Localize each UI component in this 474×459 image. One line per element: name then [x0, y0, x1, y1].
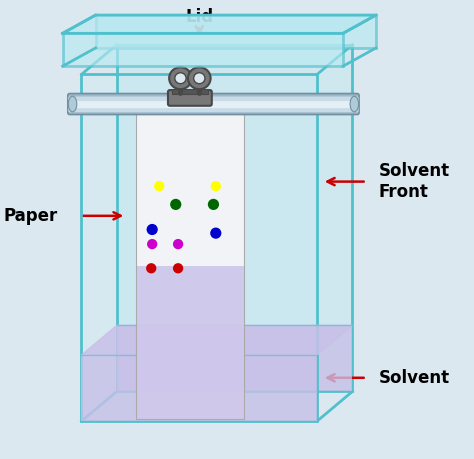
- FancyBboxPatch shape: [68, 96, 358, 112]
- Bar: [136, 266, 244, 419]
- Bar: [96, 15, 376, 48]
- Bar: [136, 104, 244, 419]
- Point: [148, 241, 156, 248]
- Point: [212, 183, 219, 190]
- Point: [212, 230, 219, 237]
- Bar: [172, 89, 208, 94]
- Bar: [136, 104, 244, 266]
- Polygon shape: [63, 15, 376, 34]
- Bar: [117, 45, 353, 392]
- Point: [174, 241, 182, 248]
- Point: [210, 201, 217, 208]
- Point: [172, 201, 180, 208]
- Ellipse shape: [68, 96, 77, 112]
- Bar: [117, 325, 353, 392]
- Bar: [82, 355, 317, 421]
- Text: Solvent: Solvent: [378, 369, 449, 387]
- Text: Lid: Lid: [185, 8, 213, 26]
- Bar: [82, 74, 317, 421]
- FancyBboxPatch shape: [73, 101, 354, 108]
- FancyBboxPatch shape: [168, 90, 212, 106]
- Text: Paper: Paper: [4, 207, 58, 225]
- Bar: [63, 34, 343, 66]
- Point: [155, 183, 163, 190]
- Polygon shape: [82, 325, 353, 355]
- Circle shape: [169, 67, 192, 89]
- Circle shape: [175, 73, 186, 84]
- Circle shape: [194, 73, 205, 84]
- FancyBboxPatch shape: [68, 94, 359, 115]
- Point: [148, 226, 156, 233]
- Point: [147, 264, 155, 272]
- Point: [174, 264, 182, 272]
- Text: Solvent
Front: Solvent Front: [378, 162, 449, 201]
- Bar: [117, 45, 353, 392]
- Circle shape: [188, 67, 210, 89]
- Ellipse shape: [350, 96, 358, 112]
- Bar: [82, 74, 317, 421]
